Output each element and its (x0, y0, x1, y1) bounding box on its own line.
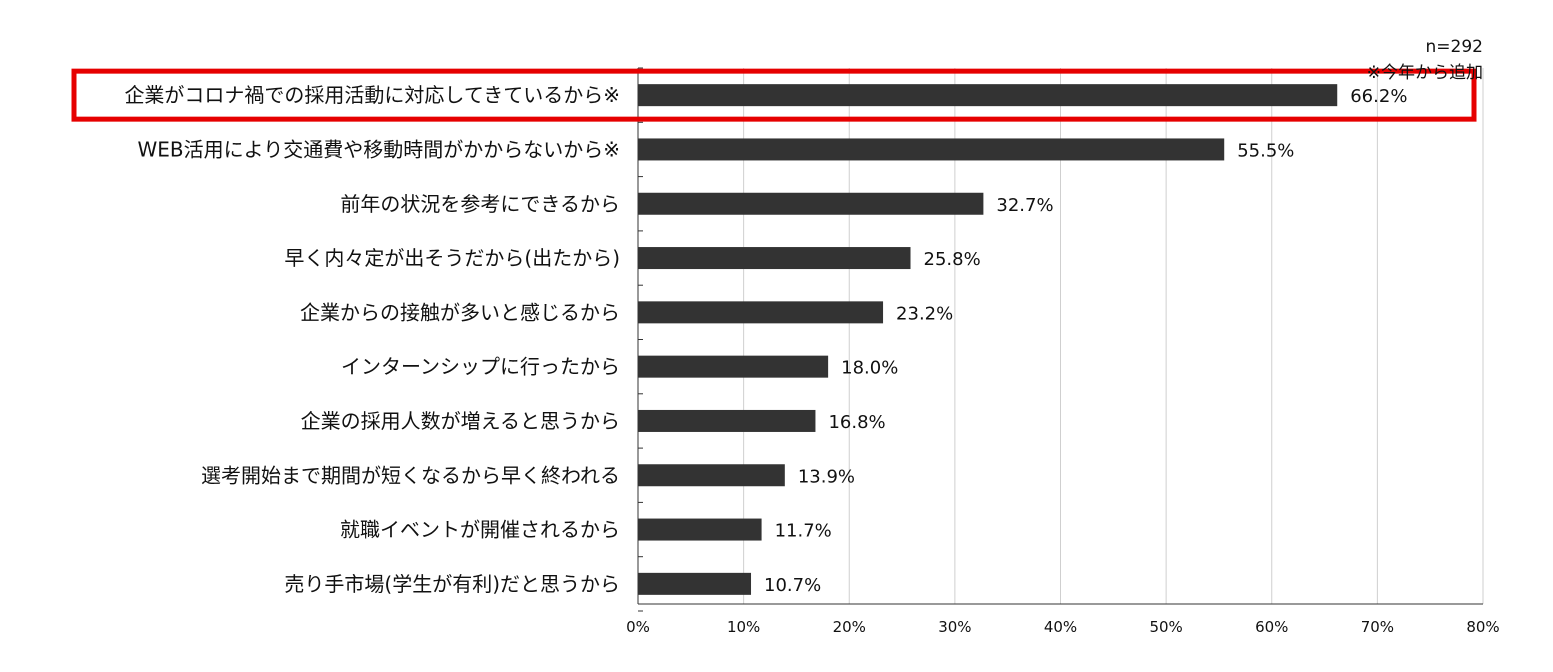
x-tick-label-40: 40% (1044, 618, 1077, 636)
category-label-0: 企業がコロナ禍での採用活動に対応してきているから※ (124, 83, 620, 107)
category-label-6: 企業の採用人数が増えると思うから (301, 409, 620, 433)
labels: 66.2% 企業がコロナ禍での採用活動に対応してきているから※ 55.5% WEB活用… (124, 83, 1407, 596)
value-label-2: 32.7% (996, 195, 1053, 216)
value-label-4: 23.2% (896, 303, 953, 324)
category-label-4: 企業からの接触が多いと感じるから (300, 300, 620, 324)
bar-2 (638, 192, 984, 215)
x-tick-label-30: 30% (938, 618, 971, 636)
value-label-5: 18.0% (841, 358, 898, 379)
category-label-9: 売り手市場(学生が有利)だと思うから (284, 572, 620, 596)
value-label-0: 66.2% (1350, 86, 1407, 107)
bar-3 (638, 247, 911, 270)
x-tick-label-0: 0% (626, 618, 650, 636)
x-axis-ticks: 0% 10% 20% 30% 40% 50% 60% 70% 80% (626, 618, 1500, 636)
bar-0 (638, 84, 1338, 107)
category-label-1: WEB活用により交通費や移動時間がかからないから※ (138, 137, 621, 161)
footnote-note: ※今年から追加 (1367, 63, 1483, 83)
value-label-7: 13.9% (798, 466, 855, 487)
x-tick-label-70: 70% (1361, 618, 1394, 636)
bars (638, 84, 1338, 595)
bar-5 (638, 355, 829, 378)
category-label-3: 早く内々定が出そうだから(出たから) (284, 246, 620, 270)
x-tick-label-80: 80% (1466, 618, 1499, 636)
value-label-9: 10.7% (764, 575, 821, 596)
x-tick-label-60: 60% (1255, 618, 1288, 636)
category-label-5: インターンシップに行ったから (341, 355, 620, 379)
bar-9 (638, 572, 752, 595)
category-label-2: 前年の状況を参考にできるから (340, 192, 620, 216)
x-tick-label-20: 20% (833, 618, 866, 636)
sample-size-note: n=292 (1426, 37, 1483, 57)
bar-6 (638, 409, 816, 432)
value-label-3: 25.8% (924, 249, 981, 270)
category-label-7: 選考開始まで期間が短くなるから早く終われる (201, 463, 620, 487)
value-label-6: 16.8% (828, 412, 885, 433)
highlight-box (71, 68, 1477, 122)
highlight-frame (71, 68, 1477, 122)
category-label-8: 就職イベントが開催されるから (340, 518, 620, 542)
x-tick-label-10: 10% (727, 618, 760, 636)
value-label-8: 11.7% (775, 521, 832, 542)
bar-1 (638, 138, 1225, 161)
bar-7 (638, 464, 785, 487)
value-label-1: 55.5% (1237, 140, 1294, 161)
bar-4 (638, 301, 884, 324)
x-tick-label-50: 50% (1149, 618, 1182, 636)
bar-8 (638, 518, 762, 541)
axes (637, 67, 1483, 612)
